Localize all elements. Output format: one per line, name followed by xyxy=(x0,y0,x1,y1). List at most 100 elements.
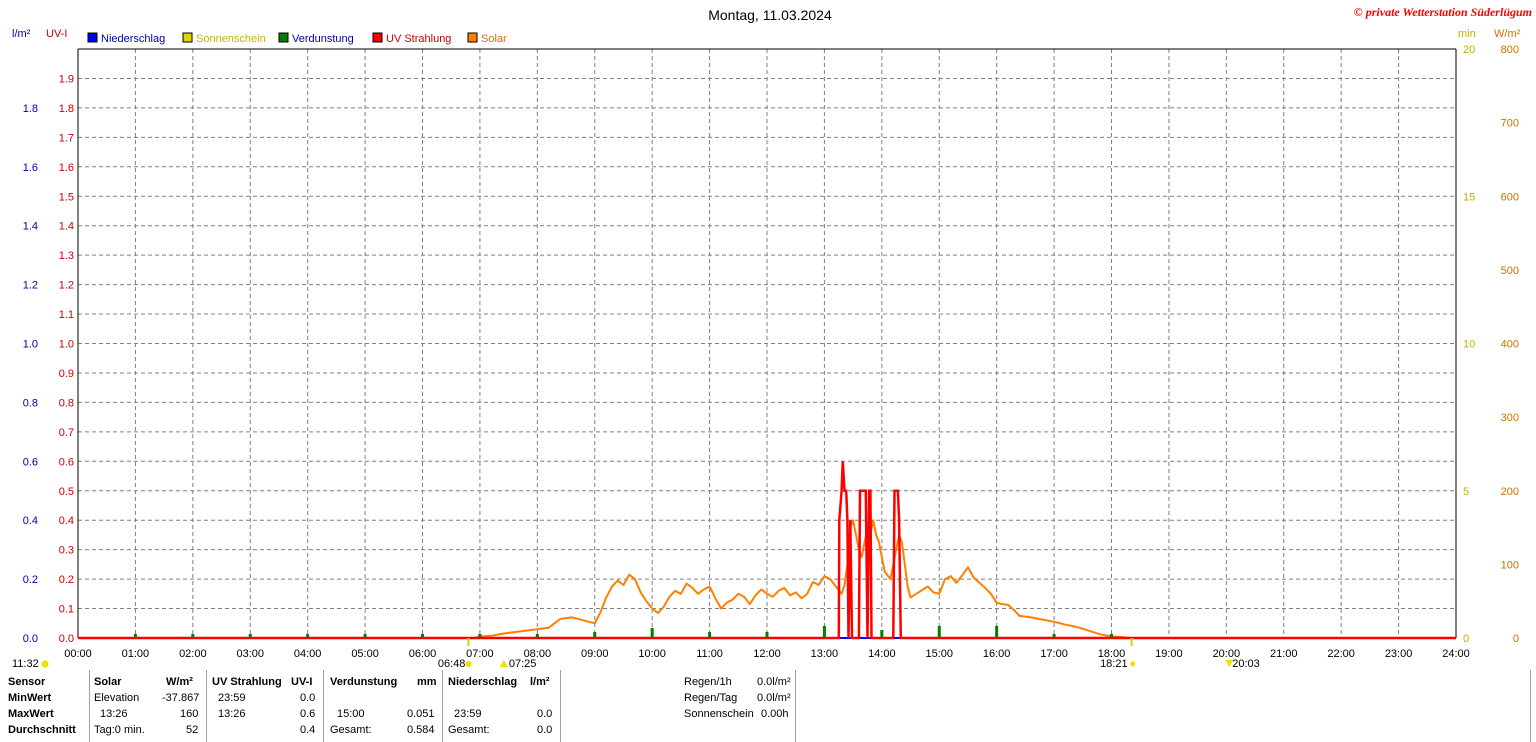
dawn-sun-icon xyxy=(465,661,472,667)
verdunstung-max-time: 15:00 xyxy=(337,708,365,720)
verdunstung-bar xyxy=(478,634,482,638)
legend-label-sonnenschein: Sonnenschein xyxy=(196,33,266,45)
x-tick-label: 19:00 xyxy=(1155,648,1183,660)
solar-avg-value: 52 xyxy=(186,724,199,736)
niederschlag-sum-label: Gesamt: xyxy=(448,724,490,736)
y-tick-uv: 0.5 xyxy=(59,486,74,498)
x-tick-label: 03:00 xyxy=(236,648,264,660)
uv-max-value: 0.6 xyxy=(300,708,316,720)
x-tick-label: 17:00 xyxy=(1040,648,1068,660)
y-tick-solar: 700 xyxy=(1501,118,1519,130)
grid xyxy=(77,48,1457,638)
y-tick-uv: 1.6 xyxy=(59,162,74,174)
x-tick-label: 18:00 xyxy=(1098,648,1126,660)
x-tick-label: 21:00 xyxy=(1270,648,1298,660)
y-tick-solar: 300 xyxy=(1501,412,1519,424)
y-tick-niederschlag: 1.2 xyxy=(23,280,38,292)
regen-tag-label: Regen/Tag xyxy=(684,692,738,704)
x-tick-label: 10:00 xyxy=(638,648,666,660)
y-tick-niederschlag: 0.6 xyxy=(23,456,38,468)
y-tick-sonnenschein: 20 xyxy=(1463,44,1475,56)
y-tick-uv: 1.7 xyxy=(59,132,74,144)
series-uv-line xyxy=(78,461,1456,640)
verdunstung-bar xyxy=(248,634,252,638)
y-tick-niederschlag: 0.2 xyxy=(23,574,38,586)
sunrise-time-label: 07:25 xyxy=(509,658,537,670)
solar-max-value: 160 xyxy=(180,708,199,720)
y-tick-uv: 1.2 xyxy=(59,280,74,292)
y-tick-sonnenschein: 10 xyxy=(1463,339,1475,351)
x-tick-label: 11:00 xyxy=(696,648,723,660)
right-unit-wm2: W/m² xyxy=(1494,28,1521,40)
uv-max-time: 13:26 xyxy=(218,708,246,720)
verdunstung-sum-label: Gesamt: xyxy=(330,724,372,736)
x-tick-label: 13:00 xyxy=(811,648,839,660)
regen-tag-value: 0.0l/m² xyxy=(757,692,791,704)
y-tick-uv: 0.3 xyxy=(59,545,74,557)
left-unit-niederschlag: l/m² xyxy=(12,28,31,40)
niederschlag-header: Niederschlag xyxy=(448,676,518,688)
x-tick-label: 20:00 xyxy=(1213,648,1241,660)
legend-swatch-verdunstung xyxy=(278,32,289,43)
verdunstung-bar xyxy=(421,634,424,638)
verdunstung-bar xyxy=(363,634,367,638)
sunrise-icon xyxy=(499,660,508,667)
verdunstung-bar xyxy=(995,626,999,638)
niederschlag-max-time: 23:59 xyxy=(454,708,482,720)
verdunstung-bar xyxy=(1052,634,1056,638)
x-tick-label: 15:00 xyxy=(925,648,953,660)
y-tick-solar: 800 xyxy=(1501,44,1519,56)
verdunstung-max-value: 0.051 xyxy=(407,708,435,720)
verdunstung-unit: mm xyxy=(417,676,437,688)
x-tick-label: 24:00 xyxy=(1442,648,1470,660)
x-tick-label: 22:00 xyxy=(1327,648,1355,660)
verdunstung-bar xyxy=(133,634,137,638)
y-tick-solar: 200 xyxy=(1501,486,1519,498)
y-tick-uv: 0.7 xyxy=(59,427,74,439)
legend-swatch-niederschlag xyxy=(87,32,98,43)
verdunstung-bar xyxy=(937,626,941,638)
x-tick-label: 05:00 xyxy=(351,648,379,660)
verdunstung-bar xyxy=(650,628,654,638)
y-tick-niederschlag: 1.8 xyxy=(23,103,38,115)
dusk-icon xyxy=(1225,660,1234,667)
y-tick-uv: 0.9 xyxy=(59,368,74,380)
x-tick-label: 02:00 xyxy=(179,648,207,660)
left-unit-uv: UV-I xyxy=(46,28,67,40)
y-tick-solar: 400 xyxy=(1501,339,1519,351)
x-tick-label: 08:00 xyxy=(524,648,552,660)
y-tick-uv: 0.2 xyxy=(59,574,74,586)
sun-times: 11:32 06:48 07:25 18:21 20:03 xyxy=(12,638,1260,670)
regen-1h-value: 0.0l/m² xyxy=(757,676,791,688)
y-tick-niederschlag: 1.4 xyxy=(23,221,38,233)
x-tick-label: 12:00 xyxy=(753,648,781,660)
y-tick-uv: 1.5 xyxy=(59,191,74,203)
niederschlag-unit: l/m² xyxy=(530,676,550,688)
x-tick-label: 14:00 xyxy=(868,648,896,660)
x-tick-label: 09:00 xyxy=(581,648,609,660)
legend-label-niederschlag: Niederschlag xyxy=(101,33,165,45)
legend-label-verdunstung: Verdunstung xyxy=(292,33,354,45)
moon-time-label: 11:32 xyxy=(12,658,39,670)
y-tick-uv: 1.3 xyxy=(59,250,74,262)
sunset-time-label: 18:21 xyxy=(1100,658,1128,670)
right-unit-min: min xyxy=(1458,28,1476,40)
copyright-text: © private Wetterstation Süderlügum xyxy=(1354,5,1532,19)
verdunstung-bar xyxy=(822,626,826,638)
moon-icon xyxy=(41,660,49,668)
axis-ticks: 00:00 01:00 02:00 03:00 04:00 05:00 06:00 07:00… xyxy=(23,44,1519,660)
niederschlag-max-value: 0.0 xyxy=(537,708,553,720)
verdunstung-bar xyxy=(306,634,310,638)
y-tick-solar: 600 xyxy=(1501,191,1519,203)
series xyxy=(78,461,1456,640)
y-tick-uv: 0.4 xyxy=(59,515,74,527)
dawn-time-label: 06:48 xyxy=(438,658,466,670)
legend-swatch-uv-strahlung xyxy=(372,32,383,43)
y-tick-uv: 1.4 xyxy=(59,221,74,233)
sonnenschein-value: 0.00h xyxy=(761,708,789,720)
solar-min-label: Elevation xyxy=(94,692,140,704)
uv-min-value: 0.0 xyxy=(300,692,316,704)
legend-swatch-sonnenschein xyxy=(182,32,193,43)
y-tick-niederschlag: 0.0 xyxy=(23,633,38,645)
solar-unit: W/m² xyxy=(166,676,193,688)
